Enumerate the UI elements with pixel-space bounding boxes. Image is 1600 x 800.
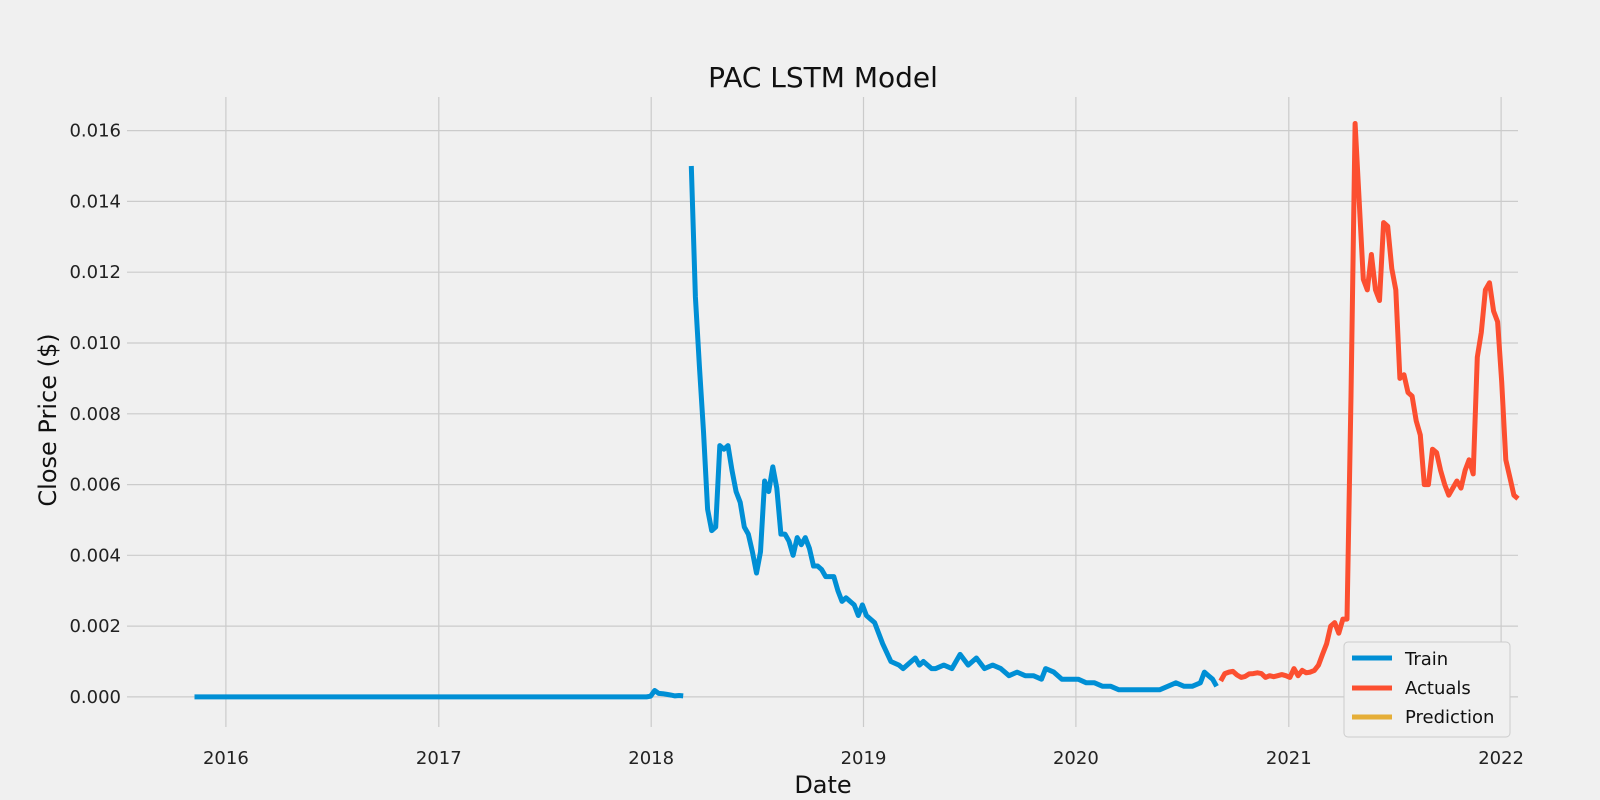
legend: Train Actuals Prediction — [1343, 641, 1511, 738]
y-tick-label: 0.004 — [69, 545, 121, 566]
series-line-train — [194, 165, 1219, 700]
legend-label-prediction: Prediction — [1405, 707, 1494, 728]
x-tick-label: 2021 — [1266, 748, 1312, 769]
y-tick-label: 0.008 — [69, 404, 121, 425]
series-lines — [194, 121, 1520, 700]
tick-labels: 2016 2017 2018 2019 2020 2021 2022 0.000 0.002 0.… — [69, 121, 1524, 769]
y-tick-label: 0.016 — [69, 121, 121, 142]
y-tick-label: 0.012 — [69, 262, 121, 283]
x-tick-label: 2019 — [841, 748, 887, 769]
y-tick-label: 0.010 — [69, 333, 121, 354]
x-tick-label: 2020 — [1053, 748, 1099, 769]
chart-title: PAC LSTM Model — [708, 61, 938, 94]
series-line-actuals — [1218, 121, 1520, 683]
y-tick-label: 0.006 — [69, 475, 121, 496]
y-tick-label: 0.000 — [69, 687, 121, 708]
y-tick-label: 0.002 — [69, 616, 121, 637]
x-axis-title: Date — [794, 771, 851, 799]
y-tick-label: 0.014 — [69, 191, 121, 212]
legend-label-actuals: Actuals — [1405, 678, 1471, 699]
legend-box — [1343, 641, 1511, 738]
legend-label-train: Train — [1404, 649, 1448, 670]
x-tick-label: 2022 — [1478, 748, 1524, 769]
x-tick-label: 2017 — [416, 748, 462, 769]
y-axis-title: Close Price ($) — [34, 333, 62, 506]
x-tick-label: 2016 — [203, 748, 249, 769]
x-tick-label: 2018 — [628, 748, 674, 769]
